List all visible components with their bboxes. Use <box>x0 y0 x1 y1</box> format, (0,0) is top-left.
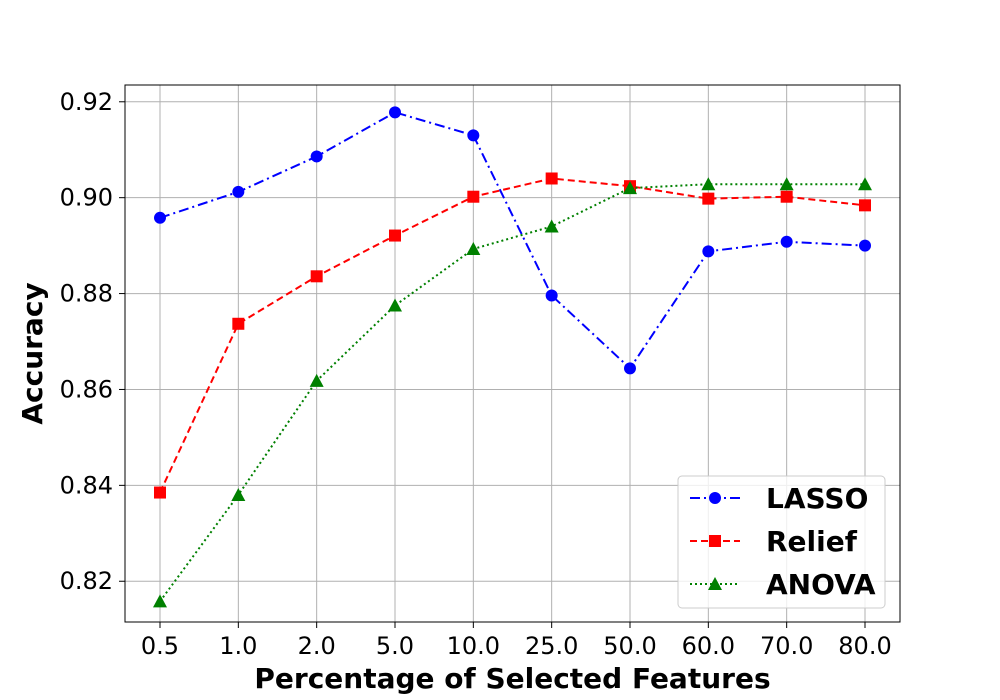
anova-point <box>544 219 559 233</box>
relief-point <box>232 317 245 330</box>
plot-frame <box>124 84 901 623</box>
lasso-point <box>232 185 245 198</box>
anova-point <box>231 487 246 501</box>
anova-point <box>858 177 872 191</box>
anova-point <box>388 298 402 312</box>
relief-point <box>859 199 871 212</box>
legend-relief-label: Relief <box>766 525 858 558</box>
y-tick-label: 0.88 <box>60 280 113 308</box>
legend: LASSO Relief ANOVA <box>677 475 886 609</box>
y-axis-title: Accuracy <box>16 282 49 424</box>
series-anova <box>153 177 872 608</box>
x-tick-label: 0.5 <box>141 632 179 660</box>
anova-point <box>309 373 324 387</box>
relief-point <box>389 229 401 242</box>
legend-anova-marker <box>708 577 722 590</box>
series-relief <box>154 172 871 499</box>
relief-point <box>702 192 715 205</box>
y-tick-label: 0.90 <box>60 184 113 212</box>
legend-box <box>677 475 886 609</box>
legend-lasso-label: LASSO <box>766 482 868 515</box>
y-tick-label: 0.86 <box>60 375 113 403</box>
x-tick-label: 25.0 <box>525 632 578 660</box>
x-tick-label: 10.0 <box>447 632 500 660</box>
x-tick-label: 50.0 <box>603 632 656 660</box>
anova-point <box>466 241 481 255</box>
lasso-point <box>154 211 166 224</box>
lasso-point <box>545 289 558 302</box>
legend-lasso-marker <box>709 492 721 504</box>
anova-point <box>153 594 167 608</box>
relief-line <box>159 177 866 493</box>
x-tick-label: 60.0 <box>682 632 735 660</box>
x-axis-title: Percentage of Selected Features <box>254 662 770 695</box>
series-layer <box>153 106 872 608</box>
legend-relief-marker <box>709 535 721 547</box>
relief-point <box>780 190 793 203</box>
y-tick-label: 0.82 <box>60 567 113 595</box>
relief-point <box>154 486 166 499</box>
x-tick-label: 2.0 <box>298 632 336 660</box>
axis-ticks: 0.5 1.0 2.0 5.0 10.0 25.0 50.0 60.0 70.0 80.0 0.82… <box>60 88 892 660</box>
legend-anova-label: ANOVA <box>766 568 876 601</box>
x-tick-label: 5.0 <box>376 632 414 660</box>
lasso-point <box>859 239 871 252</box>
lasso-point <box>702 245 715 258</box>
lasso-point <box>624 362 636 375</box>
lasso-line <box>159 111 866 370</box>
y-tick-label: 0.84 <box>60 471 113 499</box>
y-tick-label: 0.92 <box>60 88 113 116</box>
relief-point <box>467 190 480 203</box>
anova-point <box>701 177 716 191</box>
x-tick-label: 70.0 <box>760 632 813 660</box>
relief-point <box>545 172 558 185</box>
anova-point <box>623 181 637 195</box>
lasso-point <box>780 235 793 248</box>
anova-point <box>779 177 794 191</box>
lasso-point <box>310 150 323 163</box>
series-lasso <box>154 106 871 375</box>
x-tick-label: 80.0 <box>838 632 891 660</box>
x-tick-label: 1.0 <box>219 632 257 660</box>
anova-line <box>159 183 865 602</box>
lasso-point <box>467 129 480 142</box>
relief-point <box>310 270 323 283</box>
lasso-point <box>389 106 401 119</box>
